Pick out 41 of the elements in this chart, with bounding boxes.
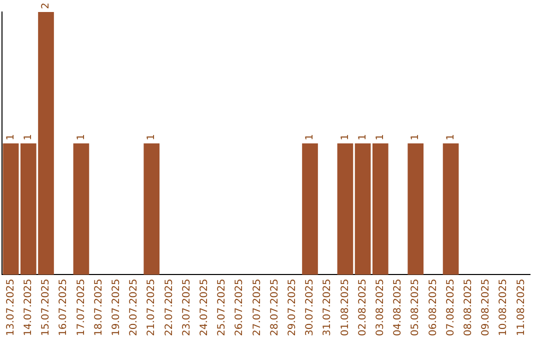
x-tick-label: 15.07.2025 — [40, 278, 52, 336]
data-label: 1 — [22, 134, 34, 140]
x-tick-label: 20.07.2025 — [128, 278, 140, 336]
data-label: 1 — [410, 134, 422, 140]
x-tick-label: 28.07.2025 — [269, 278, 280, 336]
x-tick-label: 30.07.2025 — [304, 278, 316, 336]
x-tick-label: 25.07.2025 — [216, 278, 228, 336]
data-label: 1 — [146, 134, 158, 140]
data-label: 1 — [340, 134, 351, 140]
x-tick-label: 10.08.2025 — [498, 278, 510, 336]
data-label: 1 — [5, 134, 16, 140]
x-tick-label: 17.07.2025 — [76, 278, 87, 336]
x-tick-label: 27.07.2025 — [252, 278, 263, 336]
x-tick-label: 16.07.2025 — [58, 278, 70, 336]
x-tick-label: 23.07.2025 — [181, 278, 192, 336]
x-tick-label: 06.08.2025 — [428, 278, 439, 336]
x-tick-label: 29.07.2025 — [286, 278, 298, 336]
data-label: 1 — [374, 134, 386, 140]
x-tick-label: 13.07.2025 — [5, 278, 16, 336]
x-tick-label: 02.08.2025 — [357, 278, 368, 336]
x-tick-label: 14.07.2025 — [22, 278, 34, 336]
data-label: 1 — [357, 134, 368, 140]
x-tick-label: 03.08.2025 — [374, 278, 386, 336]
x-tick-label: 07.08.2025 — [445, 278, 456, 336]
x-tick-label: 22.07.2025 — [164, 278, 175, 336]
x-tick-label: 09.08.2025 — [480, 278, 492, 336]
x-tick-label: 04.08.2025 — [392, 278, 404, 336]
data-label: 1 — [304, 134, 316, 140]
x-tick-label: 11.08.2025 — [516, 278, 527, 336]
x-tick-label: 31.07.2025 — [322, 278, 334, 336]
x-tick-label: 24.07.2025 — [198, 278, 210, 336]
x-tick-label: 18.07.2025 — [93, 278, 104, 336]
data-label: 2 — [40, 2, 52, 9]
x-tick-label: 01.08.2025 — [340, 278, 351, 336]
data-label: 1 — [76, 134, 87, 140]
x-tick-label: 26.07.2025 — [234, 278, 246, 336]
x-tick-label: 21.07.2025 — [146, 278, 158, 336]
x-tick-label: 08.08.2025 — [462, 278, 474, 336]
data-label: 1 — [445, 134, 456, 140]
x-tick-label: 19.07.2025 — [110, 278, 122, 336]
x-tick-label: 05.08.2025 — [410, 278, 422, 336]
